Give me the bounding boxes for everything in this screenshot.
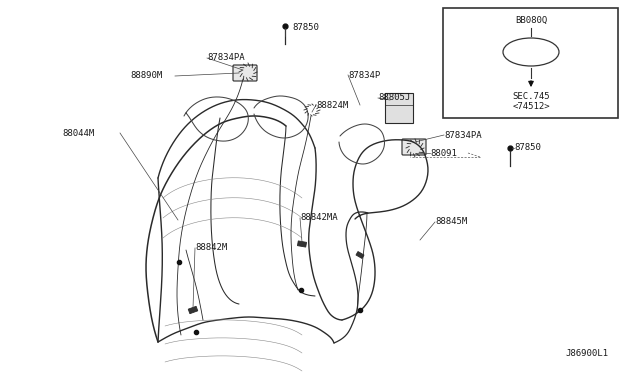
Text: 87834PA: 87834PA xyxy=(444,131,482,140)
Text: 88890M: 88890M xyxy=(130,71,163,80)
Text: 88091: 88091 xyxy=(430,148,457,157)
Text: 88842MA: 88842MA xyxy=(300,214,338,222)
FancyBboxPatch shape xyxy=(233,65,257,81)
Text: 87850: 87850 xyxy=(514,144,541,153)
Text: 88044M: 88044M xyxy=(62,128,94,138)
Text: J86900L1: J86900L1 xyxy=(565,349,608,358)
Polygon shape xyxy=(298,241,307,247)
Text: 88845M: 88845M xyxy=(435,218,467,227)
Text: 88824M: 88824M xyxy=(316,100,348,109)
Text: 87850: 87850 xyxy=(292,23,319,32)
Text: SEC.745
<74512>: SEC.745 <74512> xyxy=(512,92,550,111)
Text: BB080Q: BB080Q xyxy=(515,16,547,25)
Text: 87834PA: 87834PA xyxy=(207,54,244,62)
Text: 87834P: 87834P xyxy=(348,71,380,80)
Bar xyxy=(443,8,618,118)
Text: 88842M: 88842M xyxy=(195,244,227,253)
Polygon shape xyxy=(356,251,364,259)
Bar xyxy=(385,93,413,123)
Text: 88805J: 88805J xyxy=(378,93,410,103)
Polygon shape xyxy=(188,306,198,314)
FancyBboxPatch shape xyxy=(402,139,426,155)
